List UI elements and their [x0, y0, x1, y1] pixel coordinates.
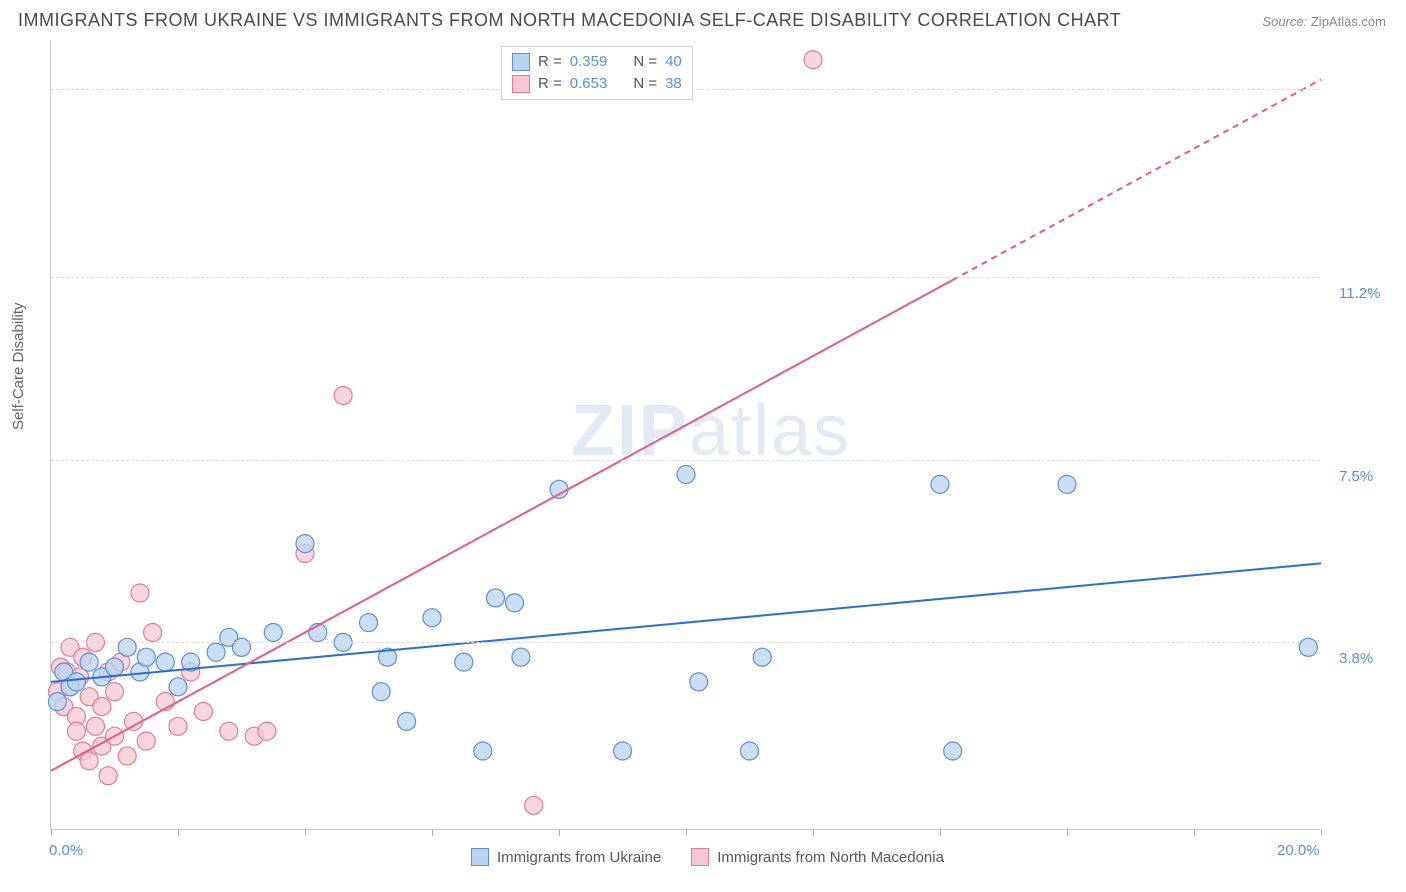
data-point [690, 673, 708, 691]
data-point [550, 480, 568, 498]
x-tick [813, 829, 814, 836]
legend-correlation: R = 0.359 N = 40 R = 0.653 N = 38 [501, 46, 693, 100]
data-point [372, 683, 390, 701]
legend-n-label: N = [633, 73, 657, 95]
data-point [106, 658, 124, 676]
legend-swatch [512, 75, 530, 93]
y-tick-label: 11.2% [1339, 285, 1380, 302]
y-axis-label: Self-Care Disability [10, 302, 27, 430]
data-point [67, 722, 85, 740]
x-tick [1194, 829, 1195, 836]
legend-r-value: 0.359 [570, 51, 608, 73]
data-point [423, 609, 441, 627]
data-point [487, 589, 505, 607]
data-point [614, 742, 632, 760]
x-tick [940, 829, 941, 836]
data-point [233, 638, 251, 656]
x-tick [1067, 829, 1068, 836]
data-point [525, 796, 543, 814]
y-tick-label: 3.8% [1339, 650, 1373, 667]
data-point [67, 673, 85, 691]
legend-item: Immigrants from Ukraine [471, 848, 661, 866]
legend-n-value: 38 [665, 73, 682, 95]
data-point [169, 678, 187, 696]
data-point [118, 747, 136, 765]
x-tick [432, 829, 433, 836]
plot-area: ZIPatlas 3.8%7.5%11.2%0.0%20.0%R =0.359N… [50, 40, 1320, 830]
legend-series: Immigrants from Ukraine Immigrants from N… [471, 848, 944, 866]
trend-line [51, 563, 1321, 682]
data-point [169, 717, 187, 735]
data-point [1058, 475, 1076, 493]
data-point [804, 51, 822, 69]
legend-label: Immigrants from North Macedonia [717, 849, 944, 866]
data-point [48, 693, 66, 711]
data-point [80, 653, 98, 671]
data-point [93, 698, 111, 716]
x-tick [686, 829, 687, 836]
data-point [296, 535, 314, 553]
data-point [360, 614, 378, 632]
x-tick [51, 829, 52, 836]
data-point [106, 683, 124, 701]
y-tick-label: 7.5% [1339, 468, 1373, 485]
grid-line [51, 642, 1320, 643]
legend-n-label: N = [633, 51, 657, 73]
chart-title: IMMIGRANTS FROM UKRAINE VS IMMIGRANTS FR… [18, 10, 1121, 31]
legend-row: R = 0.653 N = 38 [512, 73, 682, 95]
legend-r-label: R = [538, 73, 562, 95]
data-point [220, 722, 238, 740]
data-point [99, 767, 117, 785]
trend-line [51, 280, 953, 771]
legend-r-label: R = [538, 51, 562, 73]
grid-line [51, 277, 1320, 278]
data-point [506, 594, 524, 612]
data-point [131, 584, 149, 602]
legend-n-value: 40 [665, 51, 682, 73]
data-point [258, 722, 276, 740]
data-point [137, 732, 155, 750]
x-tick [559, 829, 560, 836]
data-point [194, 703, 212, 721]
x-tick [178, 829, 179, 836]
data-point [334, 387, 352, 405]
chart-svg [51, 40, 1320, 829]
legend-swatch [471, 848, 489, 866]
source-attribution: Source: ZipAtlas.com [1262, 14, 1386, 29]
data-point [931, 475, 949, 493]
data-point [264, 624, 282, 642]
legend-row: R = 0.359 N = 40 [512, 51, 682, 73]
data-point [944, 742, 962, 760]
data-point [753, 648, 771, 666]
x-tick [305, 829, 306, 836]
x-tick-label: 0.0% [49, 842, 83, 859]
data-point [86, 717, 104, 735]
data-point [677, 466, 695, 484]
legend-item: Immigrants from North Macedonia [691, 848, 944, 866]
trend-line [953, 80, 1321, 280]
data-point [1299, 638, 1317, 656]
data-point [144, 624, 162, 642]
data-point [455, 653, 473, 671]
x-tick-label: 20.0% [1277, 842, 1320, 859]
legend-swatch [512, 53, 530, 71]
legend-r-value: 0.653 [570, 73, 608, 95]
legend-swatch [691, 848, 709, 866]
data-point [156, 653, 174, 671]
legend-label: Immigrants from Ukraine [497, 849, 661, 866]
data-point [512, 648, 530, 666]
source-label: Source: [1262, 14, 1307, 29]
data-point [398, 712, 416, 730]
x-tick [1321, 829, 1322, 836]
data-point [474, 742, 492, 760]
grid-line [51, 460, 1320, 461]
source-text: ZipAtlas.com [1311, 14, 1386, 29]
data-point [137, 648, 155, 666]
data-point [118, 638, 136, 656]
data-point [207, 643, 225, 661]
data-point [741, 742, 759, 760]
